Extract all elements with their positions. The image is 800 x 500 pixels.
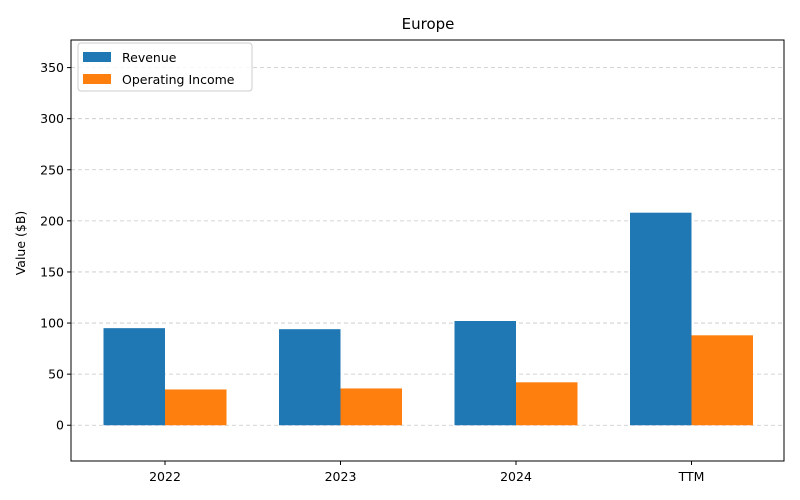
bar-operating-income-2022 [165, 389, 227, 426]
bar-operating-income-2023 [340, 388, 402, 426]
bar-revenue-ttm [630, 212, 692, 426]
bar-revenue-2022 [103, 328, 165, 426]
legend-label: Revenue [122, 50, 177, 65]
legend-swatch [83, 52, 111, 62]
x-tick-label: 2023 [325, 469, 357, 484]
bar-revenue-2023 [279, 329, 341, 426]
legend-swatch [83, 74, 111, 84]
plot-frame [70, 39, 785, 462]
x-axis: 2022 2023 2024 TTM [149, 461, 704, 484]
chart-title: Europe [402, 15, 455, 33]
y-axis: 0 50 100 150 200 250 300 350 [40, 60, 71, 433]
bars [103, 212, 753, 426]
x-tick-label: 2024 [500, 469, 532, 484]
y-tick-label: 300 [40, 111, 64, 126]
bar-operating-income-2024 [516, 382, 578, 426]
bar-operating-income-ttm [691, 335, 753, 426]
x-tick-label: 2022 [149, 469, 181, 484]
legend-label: Operating Income [122, 72, 235, 87]
y-tick-label: 350 [40, 60, 64, 75]
y-tick-label: 100 [40, 316, 64, 331]
legend: Revenue Operating Income [77, 42, 253, 92]
x-tick-label: TTM [678, 469, 705, 484]
y-axis-title: Value ($B) [13, 211, 28, 276]
y-tick-label: 250 [40, 162, 64, 177]
bar-revenue-2024 [454, 321, 516, 426]
y-tick-label: 0 [56, 418, 64, 433]
y-tick-label: 50 [48, 367, 64, 382]
y-tick-label: 150 [40, 264, 64, 279]
legend-box [77, 42, 253, 92]
y-tick-label: 200 [40, 213, 64, 228]
